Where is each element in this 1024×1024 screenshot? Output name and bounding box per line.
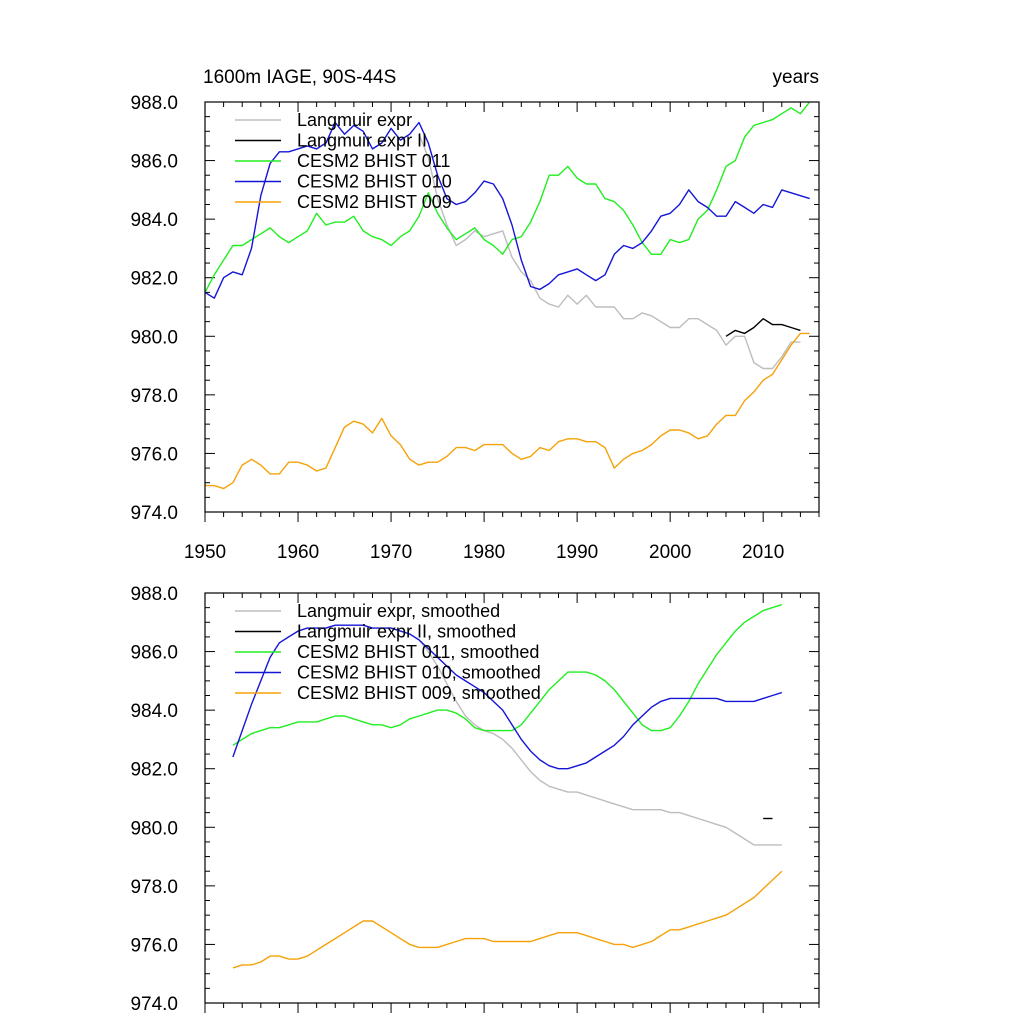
- y-tick-label: 982.0: [130, 269, 178, 290]
- y-tick-label: 980.0: [130, 327, 178, 348]
- x-tick-label: 2010: [742, 542, 784, 563]
- legend-label: CESM2 BHIST 009, smoothed: [297, 683, 541, 703]
- series-line: [418, 133, 801, 370]
- legend-label: CESM2 BHIST 011, smoothed: [297, 642, 539, 662]
- bottom-panel: 974.0 976.0 978.0 980.0 982.0 984.0 986.0 988.0…: [130, 584, 820, 1015]
- legend-label: Langmuir expr, smoothed: [297, 601, 500, 621]
- legend-label: CESM2 BHIST 009: [297, 192, 452, 212]
- y-tick-label: 974.0: [130, 503, 178, 524]
- legend-label: CESM2 BHIST 010: [297, 172, 452, 192]
- x-tick-label: 1970: [370, 542, 412, 563]
- top-plot-lines: [204, 101, 811, 490]
- y-tick-label: 978.0: [130, 877, 178, 898]
- legend-label: Langmuir expr: [297, 110, 412, 130]
- y-tick-label: 976.0: [130, 935, 178, 956]
- x-tick-label: 1950: [184, 542, 226, 563]
- bottom-plot-lines: [232, 604, 783, 969]
- top-axis-ticks: [204, 101, 820, 522]
- series-line: [204, 101, 811, 293]
- plot-title-left: 1600m IAGE, 90S-44S: [203, 67, 396, 88]
- y-tick-label: 982.0: [130, 760, 178, 781]
- y-tick-label: 974.0: [130, 994, 178, 1015]
- y-tick-label: 976.0: [130, 444, 178, 465]
- x-tick-label: 1960: [277, 542, 319, 563]
- x-tick-label: 1980: [463, 542, 505, 563]
- y-tick-label: 988.0: [130, 584, 178, 605]
- plot-title-right: years: [773, 67, 819, 88]
- legend-label: Langmuir expr II: [297, 131, 427, 151]
- top-panel: 974.0 976.0 978.0 980.0 982.0 984.0 986.0 988.0…: [130, 93, 820, 563]
- top-y-axis-labels: 974.0 976.0 978.0 980.0 982.0 984.0 986.0 988.0: [130, 93, 178, 524]
- series-line: [418, 639, 782, 846]
- x-tick-label: 2000: [649, 542, 691, 563]
- series-line: [232, 624, 783, 770]
- series-line: [204, 121, 810, 299]
- legend-label: Langmuir expr II, smoothed: [297, 622, 516, 642]
- y-tick-label: 986.0: [130, 643, 178, 664]
- top-plot-frame: [204, 101, 820, 513]
- bottom-plot-frame: [204, 592, 820, 1004]
- y-tick-label: 984.0: [130, 210, 178, 231]
- top-x-axis-labels: 1950 1960 1970 1980 1990 2000 2010: [184, 542, 784, 563]
- y-tick-label: 980.0: [130, 818, 178, 839]
- bottom-y-axis-labels: 974.0 976.0 978.0 980.0 982.0 984.0 986.0 988.0: [130, 584, 178, 1015]
- series-line: [205, 332, 810, 490]
- x-tick-label: 1990: [556, 542, 598, 563]
- series-line: [725, 318, 801, 337]
- legend-label: CESM2 BHIST 010, smoothed: [297, 663, 541, 683]
- y-tick-label: 986.0: [130, 152, 178, 173]
- legend-label: CESM2 BHIST 011: [297, 151, 450, 171]
- series-line: [232, 870, 783, 969]
- bottom-axis-ticks: [204, 592, 820, 1013]
- y-tick-label: 984.0: [130, 701, 178, 722]
- y-tick-label: 988.0: [130, 93, 178, 114]
- y-tick-label: 978.0: [130, 386, 178, 407]
